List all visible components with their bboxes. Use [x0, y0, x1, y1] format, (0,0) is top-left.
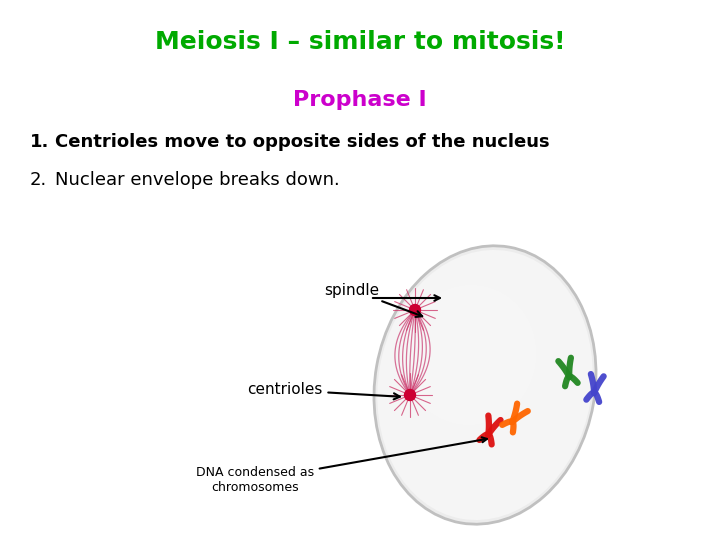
- Text: Meiosis I – similar to mitosis!: Meiosis I – similar to mitosis!: [155, 30, 565, 54]
- Text: centrioles: centrioles: [247, 382, 400, 400]
- Ellipse shape: [404, 285, 536, 425]
- Text: Centrioles move to opposite sides of the nucleus: Centrioles move to opposite sides of the…: [55, 133, 549, 151]
- Text: 1.: 1.: [30, 133, 50, 151]
- Circle shape: [405, 389, 415, 401]
- Ellipse shape: [374, 246, 596, 524]
- Text: Nuclear envelope breaks down.: Nuclear envelope breaks down.: [55, 171, 340, 189]
- Text: Prophase I: Prophase I: [293, 90, 427, 110]
- Ellipse shape: [377, 250, 593, 520]
- Text: DNA condensed as
chromosomes: DNA condensed as chromosomes: [196, 437, 487, 494]
- Ellipse shape: [382, 255, 588, 515]
- Text: spindle: spindle: [325, 282, 422, 317]
- Circle shape: [410, 305, 420, 315]
- Text: 2.: 2.: [30, 171, 48, 189]
